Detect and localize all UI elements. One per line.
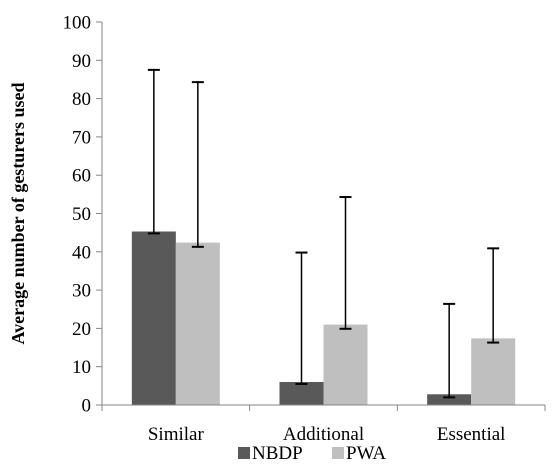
error-bars [147, 68, 500, 399]
legend-swatch-nbdp [238, 447, 250, 459]
legend-label-pwa: PWA [346, 443, 386, 464]
bar-pwa-essential [471, 338, 516, 405]
y-tick-label: 30 [72, 281, 91, 302]
legend: NBDP PWA [238, 443, 386, 464]
y-tick-label: 80 [72, 89, 91, 110]
y-tick-label: 100 [63, 13, 92, 34]
axes [101, 22, 546, 411]
legend-swatch-pwa [332, 447, 344, 459]
y-tick-label: 90 [72, 51, 91, 72]
x-tick-label: Similar [148, 424, 205, 445]
bar-nbdp-essential [427, 394, 472, 405]
y-tick-label: 20 [72, 319, 91, 340]
y-tick-label: 60 [72, 166, 91, 187]
bars [131, 231, 516, 405]
legend-label-nbdp: NBDP [252, 443, 303, 464]
y-tick-label: 10 [72, 357, 91, 378]
y-tick-label: 70 [72, 127, 91, 148]
y-axis-ticks: 0 10 20 30 40 50 60 70 80 90 100 [63, 13, 102, 417]
y-tick-label: 0 [82, 396, 92, 417]
bar-pwa-additional [323, 324, 368, 405]
bar-nbdp-similar [131, 231, 176, 405]
y-axis-title: Average number of gesturers used [8, 83, 28, 345]
y-tick-label: 40 [72, 242, 91, 263]
x-axis-ticks: Similar Additional Essential [148, 424, 506, 445]
x-tick-label: Additional [283, 424, 364, 445]
bar-nbdp-additional [279, 382, 324, 405]
y-tick-label: 50 [72, 204, 91, 225]
bar-pwa-similar [175, 242, 220, 405]
x-tick-label: Essential [437, 424, 506, 445]
